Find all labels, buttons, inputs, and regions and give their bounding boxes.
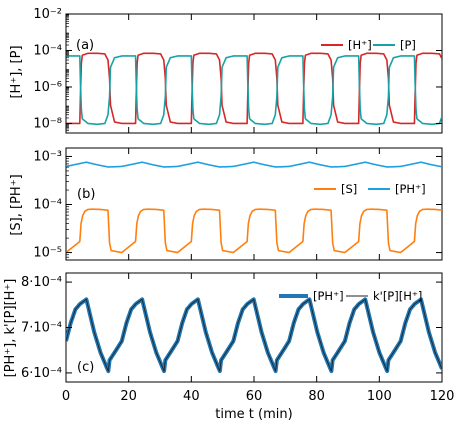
xtick-label-5: 100: [367, 389, 392, 404]
panel-b: 10⁻⁵ 10⁻⁴ 10⁻³ (b) [S], [PH⁺] [S] [PH⁺]: [9, 147, 443, 261]
ytick-label-a-0: 10⁻⁸: [33, 116, 62, 131]
series-line-c-1: [66, 298, 442, 372]
panel-c-xticks: 0 20 40 60 80 100 120: [62, 273, 455, 404]
panel-c-label: (c): [77, 360, 94, 375]
xtick-label-2: 40: [183, 389, 200, 404]
xtick-label-6: 120: [430, 389, 455, 404]
ytick-label-c-1: 7·10⁻⁴: [21, 321, 62, 336]
legend-label-ph: [PH⁺]: [395, 182, 426, 196]
panel-b-ylabel: [S], [PH⁺]: [9, 174, 24, 235]
panel-b-yticks: 10⁻⁵ 10⁻⁴ 10⁻³: [33, 149, 442, 261]
panel-b-xticks: [65, 148, 443, 260]
xtick-label-0: 0: [62, 389, 70, 404]
xtick-label-4: 80: [308, 389, 325, 404]
panel-a-legend: [H⁺] [P]: [321, 38, 416, 52]
series-line-c-0: [66, 297, 442, 374]
panel-c: 6·10⁻⁴ 7·10⁻⁴ 8·10⁻⁴ 0 20 40 60 80 100 120 (c) […: [3, 272, 455, 422]
ytick-label-b-2: 10⁻³: [33, 149, 62, 164]
ytick-label-c-0: 6·10⁻⁴: [21, 366, 62, 381]
x-axis-label: time t (min): [215, 407, 292, 422]
ytick-label-b-1: 10⁻⁴: [33, 198, 62, 213]
panel-a-ylabel: [H⁺], [P]: [9, 45, 24, 98]
legend-label-ph-c: [PH⁺]: [313, 289, 344, 303]
legend-label-s: [S]: [341, 182, 357, 196]
panel-b-label: (b): [77, 187, 95, 202]
series-line-a-1: [66, 55, 442, 126]
ytick-label-b-0: 10⁻⁵: [33, 246, 62, 261]
xtick-label-1: 20: [120, 389, 137, 404]
legend-label-kph: k'[P][H⁺]: [373, 289, 422, 303]
legend-label-h: [H⁺]: [348, 38, 372, 52]
ytick-label-c-2: 8·10⁻⁴: [21, 275, 62, 290]
series-line-b-0: [66, 208, 442, 254]
legend-label-p: [P]: [400, 38, 416, 52]
panel-c-series: [66, 297, 442, 374]
panel-b-legend: [S] [PH⁺]: [314, 182, 426, 196]
panel-c-legend: [PH⁺] k'[P][H⁺]: [279, 289, 422, 303]
ytick-label-a-2: 10⁻⁴: [33, 43, 62, 58]
panel-b-frame: [65, 147, 443, 261]
panel-a-series: [66, 52, 442, 126]
ytick-label-a-3: 10⁻²: [33, 7, 62, 22]
panel-a-yticks: 10⁻⁸ 10⁻⁶ 10⁻⁴ 10⁻²: [33, 7, 442, 134]
ytick-label-a-1: 10⁻⁶: [33, 80, 62, 95]
panel-a-label: (a): [76, 38, 94, 53]
panel-b-series: [66, 161, 442, 254]
panel-a-xticks: [65, 14, 443, 133]
panel-a: 10⁻⁸ 10⁻⁶ 10⁻⁴ 10⁻² (a) [H⁺], [P] [H⁺] [P]: [9, 7, 443, 134]
series-line-b-1: [66, 161, 442, 168]
panel-a-frame: [65, 13, 443, 134]
panel-c-ylabel: [PH⁺], k'[P][H⁺]: [3, 279, 18, 378]
series-line-a-0: [66, 52, 442, 125]
xtick-label-3: 60: [246, 389, 263, 404]
panel-c-yticks: 6·10⁻⁴ 7·10⁻⁴ 8·10⁻⁴: [21, 275, 442, 381]
